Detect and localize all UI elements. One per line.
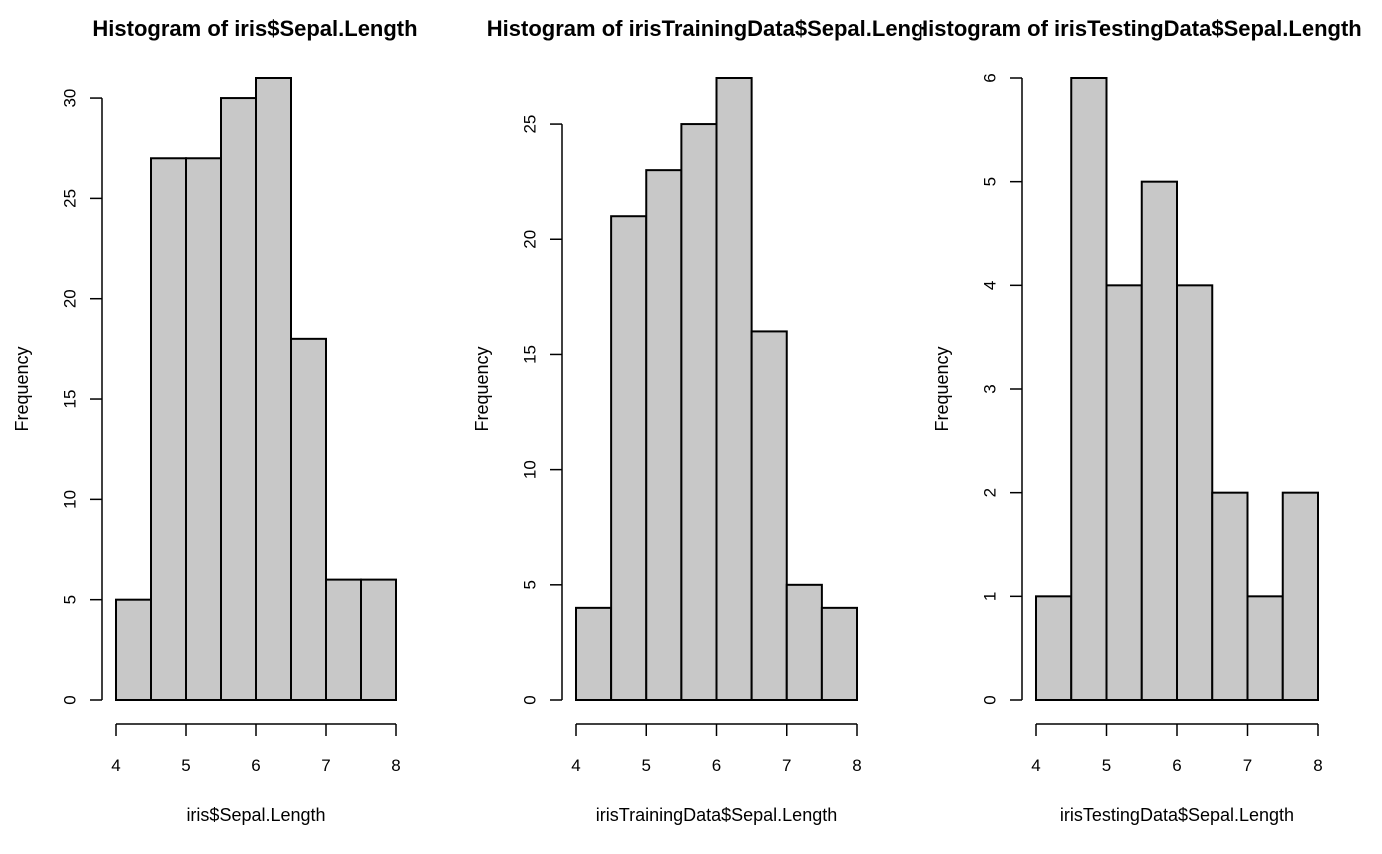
histogram-bar <box>325 578 362 702</box>
histogram-bar <box>575 606 613 702</box>
x-tick-label: 6 <box>712 756 721 775</box>
x-tick-label: 8 <box>391 756 400 775</box>
x-tick-label: 4 <box>571 756 580 775</box>
histogram-bar <box>1140 180 1178 701</box>
histogram-panel-3: 0 1 2 3 4 5 6 4 5 6 7 8 irisTestingData$Sepal.Length… <box>912 16 1361 825</box>
x-tick-label: 6 <box>1172 756 1181 775</box>
histogram-bar <box>1035 595 1073 701</box>
histogram-panel-2: 0 5 10 15 20 25 4 5 6 7 8 irisTrainingData$Sepal.Le… <box>472 16 945 825</box>
histogram-bar <box>290 337 327 701</box>
y-axis-label: Frequency <box>472 346 492 431</box>
histogram-bar <box>115 598 152 702</box>
y-tick-label: 5 <box>981 177 1000 186</box>
x-axis-label: iris$Sepal.Length <box>186 805 325 825</box>
histogram-bar <box>1070 77 1108 701</box>
y-tick-label: 30 <box>61 89 80 108</box>
histogram-bar <box>360 578 397 702</box>
y-tick-label: 5 <box>521 580 540 589</box>
y-tick-label: 25 <box>61 189 80 208</box>
histogram-bar <box>1246 595 1284 701</box>
histogram-bar <box>680 123 718 701</box>
y-tick-label: 1 <box>981 592 1000 601</box>
histogram-bar <box>785 583 823 702</box>
y-tick-label: 5 <box>61 595 80 604</box>
y-tick-label: 3 <box>981 384 1000 393</box>
y-tick-label: 10 <box>61 490 80 509</box>
x-tick-label: 8 <box>852 756 861 775</box>
chart-title: Histogram of iris$Sepal.Length <box>92 16 417 41</box>
x-tick-label: 8 <box>1313 756 1322 775</box>
histogram-bar <box>610 215 648 701</box>
y-tick-label: 20 <box>61 289 80 308</box>
y-tick-label: 4 <box>981 281 1000 290</box>
chart-title: Histogram of irisTestingData$Sepal.Lengt… <box>912 16 1361 41</box>
histogram-bar <box>1105 284 1143 701</box>
x-tick-label: 5 <box>642 756 651 775</box>
x-tick-label: 4 <box>1031 756 1040 775</box>
chart-title: Histogram of irisTrainingData$Sepal.Leng… <box>487 16 945 41</box>
y-axis-label: Frequency <box>12 346 32 431</box>
histogram-bar <box>715 77 753 701</box>
x-tick-label: 7 <box>1243 756 1252 775</box>
x-tick-label: 7 <box>321 756 330 775</box>
y-tick-label: 0 <box>61 695 80 704</box>
histogram-bar <box>150 157 187 702</box>
histogram-panel-1: 0 5 10 15 20 25 30 4 5 6 7 8 iris$Sepal.Length Freque… <box>12 16 418 825</box>
y-tick-label: 2 <box>981 488 1000 497</box>
x-axis-label: irisTrainingData$Sepal.Length <box>596 805 837 825</box>
y-tick-label: 15 <box>61 390 80 409</box>
histogram-bar <box>220 97 257 701</box>
x-tick-label: 5 <box>1102 756 1111 775</box>
x-tick-label: 7 <box>782 756 791 775</box>
histogram-bar <box>255 77 292 701</box>
histogram-bar <box>750 330 788 701</box>
histogram-bar <box>1176 284 1214 701</box>
y-tick-label: 6 <box>981 73 1000 82</box>
histogram-bar <box>820 606 858 702</box>
y-tick-label: 0 <box>981 695 1000 704</box>
y-tick-label: 10 <box>521 460 540 479</box>
y-tick-label: 25 <box>521 115 540 134</box>
y-axis-label: Frequency <box>932 346 952 431</box>
x-tick-label: 6 <box>251 756 260 775</box>
histogram-bar <box>185 157 222 702</box>
y-tick-label: 20 <box>521 230 540 249</box>
histogram-bar <box>1281 491 1319 701</box>
x-tick-label: 4 <box>111 756 120 775</box>
y-tick-label: 0 <box>521 695 540 704</box>
histogram-bar <box>645 169 683 702</box>
y-tick-label: 15 <box>521 345 540 364</box>
histogram-bar <box>1211 491 1249 701</box>
x-axis-label: irisTestingData$Sepal.Length <box>1060 805 1294 825</box>
x-tick-label: 5 <box>181 756 190 775</box>
